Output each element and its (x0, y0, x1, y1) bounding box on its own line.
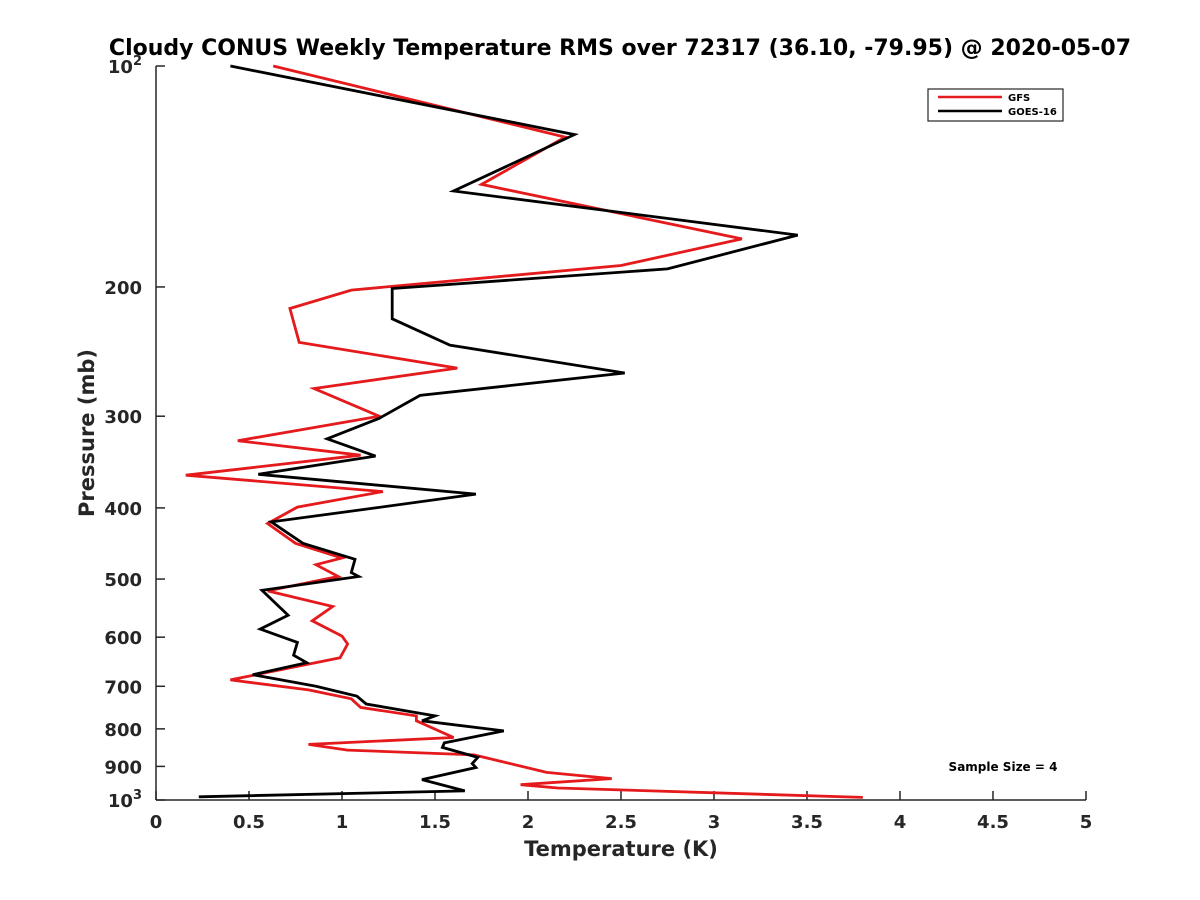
y-tick-base: 800 (104, 720, 142, 741)
y-tick-base: 10 (108, 57, 133, 78)
x-tick-label: 4.5 (977, 812, 1009, 833)
y-tick-base: 600 (104, 628, 142, 649)
y-tick-label: 600 (104, 628, 142, 649)
x-tick-label: 3 (708, 812, 721, 833)
x-axis-label: Temperature (K) (524, 837, 718, 861)
y-tick-base: 400 (104, 499, 142, 520)
y-tick-label: 400 (104, 499, 142, 520)
series-line-gfs (185, 64, 863, 799)
x-tick-label: 1.5 (419, 812, 451, 833)
y-tick-base: 200 (104, 278, 142, 299)
y-axis-label: Pressure (mb) (75, 349, 99, 517)
y-tick-label: 102 (108, 54, 142, 78)
x-tick-label: 0.5 (233, 812, 265, 833)
legend-label: GFS (1008, 93, 1030, 104)
legend: GFS GOES-16 (927, 88, 1064, 122)
y-tick-label: 500 (104, 570, 142, 591)
plot-area: 0 0.5 1 1.5 2 2.5 3 3.5 4 4.5 5 102200300400500600… (104, 54, 1092, 833)
y-tick-label: 800 (104, 720, 142, 741)
x-tick-label: 3.5 (791, 812, 823, 833)
y-tick-base: 10 (108, 791, 133, 812)
sample-size-note: Sample Size = 4 (949, 760, 1058, 774)
legend-box (927, 88, 1064, 122)
x-ticks: 0 0.5 1 1.5 2 2.5 3 3.5 4 4.5 5 (150, 791, 1093, 833)
x-tick-label: 1 (336, 812, 349, 833)
x-tick-label: 2 (522, 812, 535, 833)
y-tick-label: 300 (104, 407, 142, 428)
series-line-goes-16 (198, 64, 799, 799)
x-tick-label: 2.5 (605, 812, 637, 833)
y-tick-label: 900 (104, 757, 142, 778)
y-tick-base: 900 (104, 757, 142, 778)
x-tick-label: 0 (150, 812, 163, 833)
y-tick-base: 500 (104, 570, 142, 591)
series-lines (185, 64, 863, 799)
y-tick-label: 200 (104, 278, 142, 299)
chart-title: Cloudy CONUS Weekly Temperature RMS over… (109, 36, 1131, 61)
y-tick-label: 700 (104, 677, 142, 698)
x-tick-label: 5 (1080, 812, 1093, 833)
y-tick-exponent: 3 (133, 788, 142, 803)
x-tick-label: 4 (894, 812, 907, 833)
y-tick-base: 700 (104, 677, 142, 698)
legend-label: GOES-16 (1008, 107, 1057, 118)
y-tick-base: 300 (104, 407, 142, 428)
y-tick-exponent: 2 (133, 54, 142, 69)
y-tick-label: 103 (108, 788, 142, 812)
